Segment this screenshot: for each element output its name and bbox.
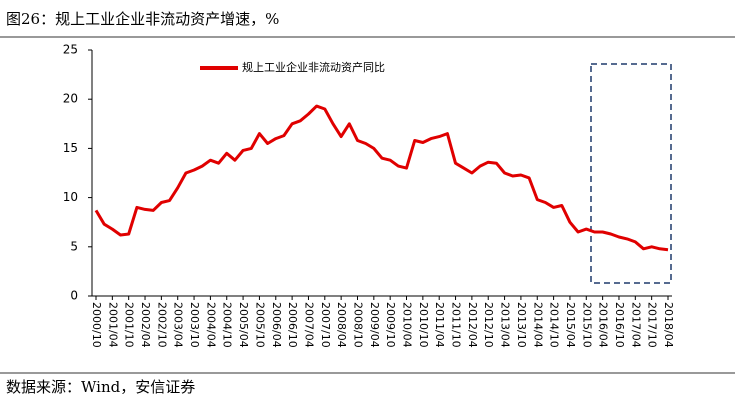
x-tick-label: 2014/10 <box>548 302 561 348</box>
x-tick-label: 2005/10 <box>253 302 266 348</box>
y-tick-label: 15 <box>63 141 78 155</box>
x-tick-label: 2012/10 <box>482 302 495 348</box>
x-tick-label: 2015/10 <box>580 302 593 348</box>
x-tick-label: 2007/10 <box>319 302 332 348</box>
x-tick-label: 2006/10 <box>286 302 299 348</box>
x-tick-label: 2011/10 <box>450 302 463 348</box>
y-tick-label: 5 <box>70 239 78 253</box>
x-tick-label: 2004/10 <box>221 302 234 348</box>
x-tick-label: 2011/04 <box>433 302 446 348</box>
chart-title: 图26：规上工业企业非流动资产增速，% <box>6 10 279 28</box>
x-tick-label: 2016/04 <box>597 302 610 348</box>
y-tick-label: 0 <box>70 289 78 303</box>
x-tick-label: 2018/04 <box>662 302 675 348</box>
x-tick-label: 2007/04 <box>302 302 315 348</box>
x-tick-label: 2004/04 <box>204 302 217 348</box>
x-tick-label: 2009/04 <box>368 302 381 348</box>
x-tick-label: 2010/04 <box>401 302 414 348</box>
x-tick-label: 2002/10 <box>155 302 168 348</box>
x-tick-label: 2015/04 <box>564 302 577 348</box>
source: 数据来源：Wind，安信证券 <box>6 378 195 396</box>
x-tick-label: 2001/10 <box>123 302 136 348</box>
legend-label: 规上工业企业非流动资产同比 <box>242 60 385 74</box>
x-tick-label: 2000/10 <box>90 302 103 348</box>
x-tick-label: 2008/10 <box>351 302 364 348</box>
x-tick-label: 2003/04 <box>172 302 185 348</box>
x-tick-label: 2006/04 <box>270 302 283 348</box>
x-tick-label: 2010/10 <box>417 302 430 348</box>
x-tick-label: 2002/04 <box>139 302 152 348</box>
highlight-box <box>590 63 672 284</box>
x-tick-label: 2017/04 <box>629 302 642 348</box>
x-tick-label: 2003/10 <box>188 302 201 348</box>
x-tick-label: 2016/10 <box>613 302 626 348</box>
x-tick-label: 2013/04 <box>499 302 512 348</box>
x-tick-label: 2001/04 <box>106 302 119 348</box>
x-tick-label: 2013/10 <box>515 302 528 348</box>
x-tick-label: 2008/04 <box>335 302 348 348</box>
x-tick-label: 2009/10 <box>384 302 397 348</box>
y-tick-label: 20 <box>63 92 78 106</box>
x-tick-label: 2012/04 <box>466 302 479 348</box>
y-tick-label: 10 <box>63 190 78 204</box>
series-line <box>94 104 669 252</box>
x-tick-label: 2014/04 <box>531 302 544 348</box>
x-tick-label: 2017/10 <box>646 302 659 348</box>
x-tick-label: 2005/04 <box>237 302 250 348</box>
y-tick-label: 25 <box>63 43 78 57</box>
